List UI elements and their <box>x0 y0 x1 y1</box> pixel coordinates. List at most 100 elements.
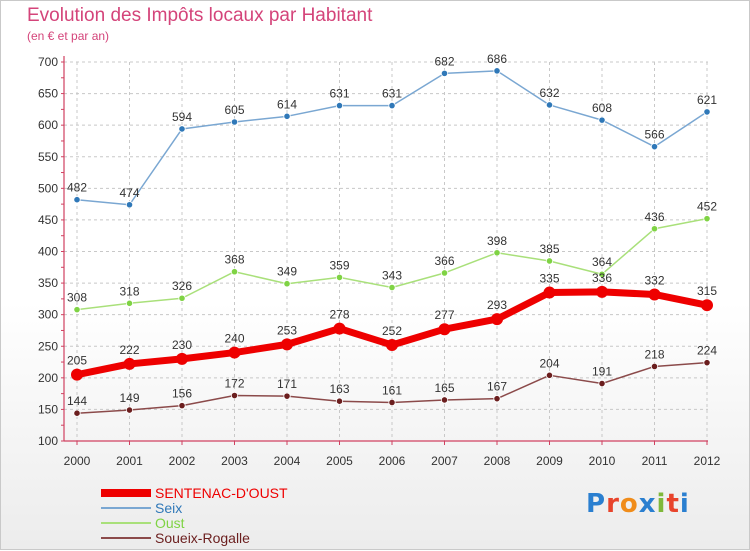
data-point <box>281 338 293 351</box>
data-point <box>545 101 554 109</box>
logo-letter: i <box>656 489 667 519</box>
data-label: 566 <box>644 128 664 142</box>
data-label: 167 <box>487 380 507 394</box>
y-tick-label: 550 <box>38 150 58 164</box>
data-point <box>228 346 241 359</box>
chart-subtitle: (en € et par an) <box>27 29 110 43</box>
data-point <box>703 359 711 367</box>
data-label: 349 <box>277 265 297 279</box>
y-tick-label: 600 <box>38 118 58 132</box>
data-point <box>388 101 396 110</box>
data-point <box>178 294 186 302</box>
data-label: 318 <box>119 284 139 298</box>
data-label: 240 <box>224 332 244 346</box>
data-label: 398 <box>487 234 507 248</box>
data-point <box>283 280 291 288</box>
logo-letter: t <box>666 489 680 519</box>
data-point <box>650 225 659 233</box>
data-point <box>493 67 501 75</box>
data-label: 144 <box>67 394 87 408</box>
data-label: 205 <box>67 354 87 368</box>
legend-swatch <box>101 507 151 509</box>
legend-swatch <box>101 522 151 524</box>
data-point <box>598 379 606 388</box>
data-label: 436 <box>644 210 664 224</box>
proxiti-logo: Proxiti <box>586 489 690 519</box>
y-tick-label: 250 <box>38 339 58 353</box>
logo-letter: o <box>619 489 639 519</box>
legend-label: Seix <box>155 500 183 516</box>
data-point <box>230 118 239 126</box>
data-label: 336 <box>592 271 612 285</box>
data-point <box>73 196 81 204</box>
data-label: 482 <box>67 181 87 195</box>
logo-letter: P <box>586 489 607 519</box>
data-label: 252 <box>382 324 402 338</box>
x-tick-label: 2005 <box>326 454 353 468</box>
data-label: 368 <box>224 253 244 267</box>
data-point <box>178 125 186 133</box>
data-point <box>648 288 661 301</box>
data-point <box>386 338 398 351</box>
logo-letter: x <box>638 489 657 519</box>
data-label: 614 <box>277 97 297 111</box>
data-point <box>493 395 501 403</box>
data-label: 230 <box>172 338 192 352</box>
x-tick-label: 2009 <box>536 454 563 468</box>
data-point <box>650 362 659 371</box>
legend-label: Oust <box>155 515 185 531</box>
data-point <box>388 398 396 407</box>
data-label: 335 <box>539 272 559 286</box>
x-tick-label: 2012 <box>694 454 721 468</box>
chart-title: Evolution des Impôts locaux par Habitant <box>27 5 373 26</box>
data-label: 631 <box>382 87 402 101</box>
data-label: 218 <box>644 347 664 361</box>
data-point <box>440 396 449 404</box>
data-label: 156 <box>172 387 192 401</box>
data-label: 474 <box>119 186 139 200</box>
y-tick-label: 150 <box>38 402 58 416</box>
x-tick-label: 2000 <box>64 454 91 468</box>
x-tick-label: 2002 <box>169 454 196 468</box>
data-label: 452 <box>697 200 717 214</box>
x-tick-label: 2008 <box>484 454 511 468</box>
data-point <box>283 112 291 120</box>
data-label: 165 <box>434 381 454 395</box>
data-point <box>440 269 449 277</box>
logo-letter: i <box>679 489 690 519</box>
legend-swatch <box>101 489 151 497</box>
data-point <box>650 143 659 151</box>
data-label: 308 <box>67 291 87 305</box>
data-label: 161 <box>382 383 402 397</box>
data-point <box>491 313 503 326</box>
data-point <box>701 299 713 312</box>
x-tick-label: 2007 <box>431 454 458 468</box>
data-label: 343 <box>382 269 402 283</box>
data-point <box>335 397 344 405</box>
data-point <box>71 368 83 381</box>
data-label: 191 <box>592 365 612 379</box>
x-tick-label: 2010 <box>589 454 616 468</box>
data-label: 171 <box>277 377 297 391</box>
data-point <box>596 285 608 298</box>
y-tick-label: 450 <box>38 213 58 227</box>
data-point <box>335 101 344 110</box>
data-label: 605 <box>224 103 244 117</box>
data-point <box>283 392 291 400</box>
data-point <box>123 357 136 370</box>
data-label: 315 <box>697 284 717 298</box>
data-label: 621 <box>697 93 717 107</box>
data-label: 149 <box>119 391 139 405</box>
data-point <box>178 402 186 410</box>
y-tick-label: 100 <box>38 434 58 448</box>
y-tick-label: 500 <box>38 181 58 195</box>
legend-label: SENTENAC-D'OUST <box>155 485 288 501</box>
data-label: 277 <box>434 308 454 322</box>
data-label: 326 <box>172 279 192 293</box>
data-label: 594 <box>172 110 192 124</box>
data-label: 364 <box>592 255 612 269</box>
data-point <box>335 273 344 281</box>
y-tick-label: 300 <box>38 308 58 322</box>
